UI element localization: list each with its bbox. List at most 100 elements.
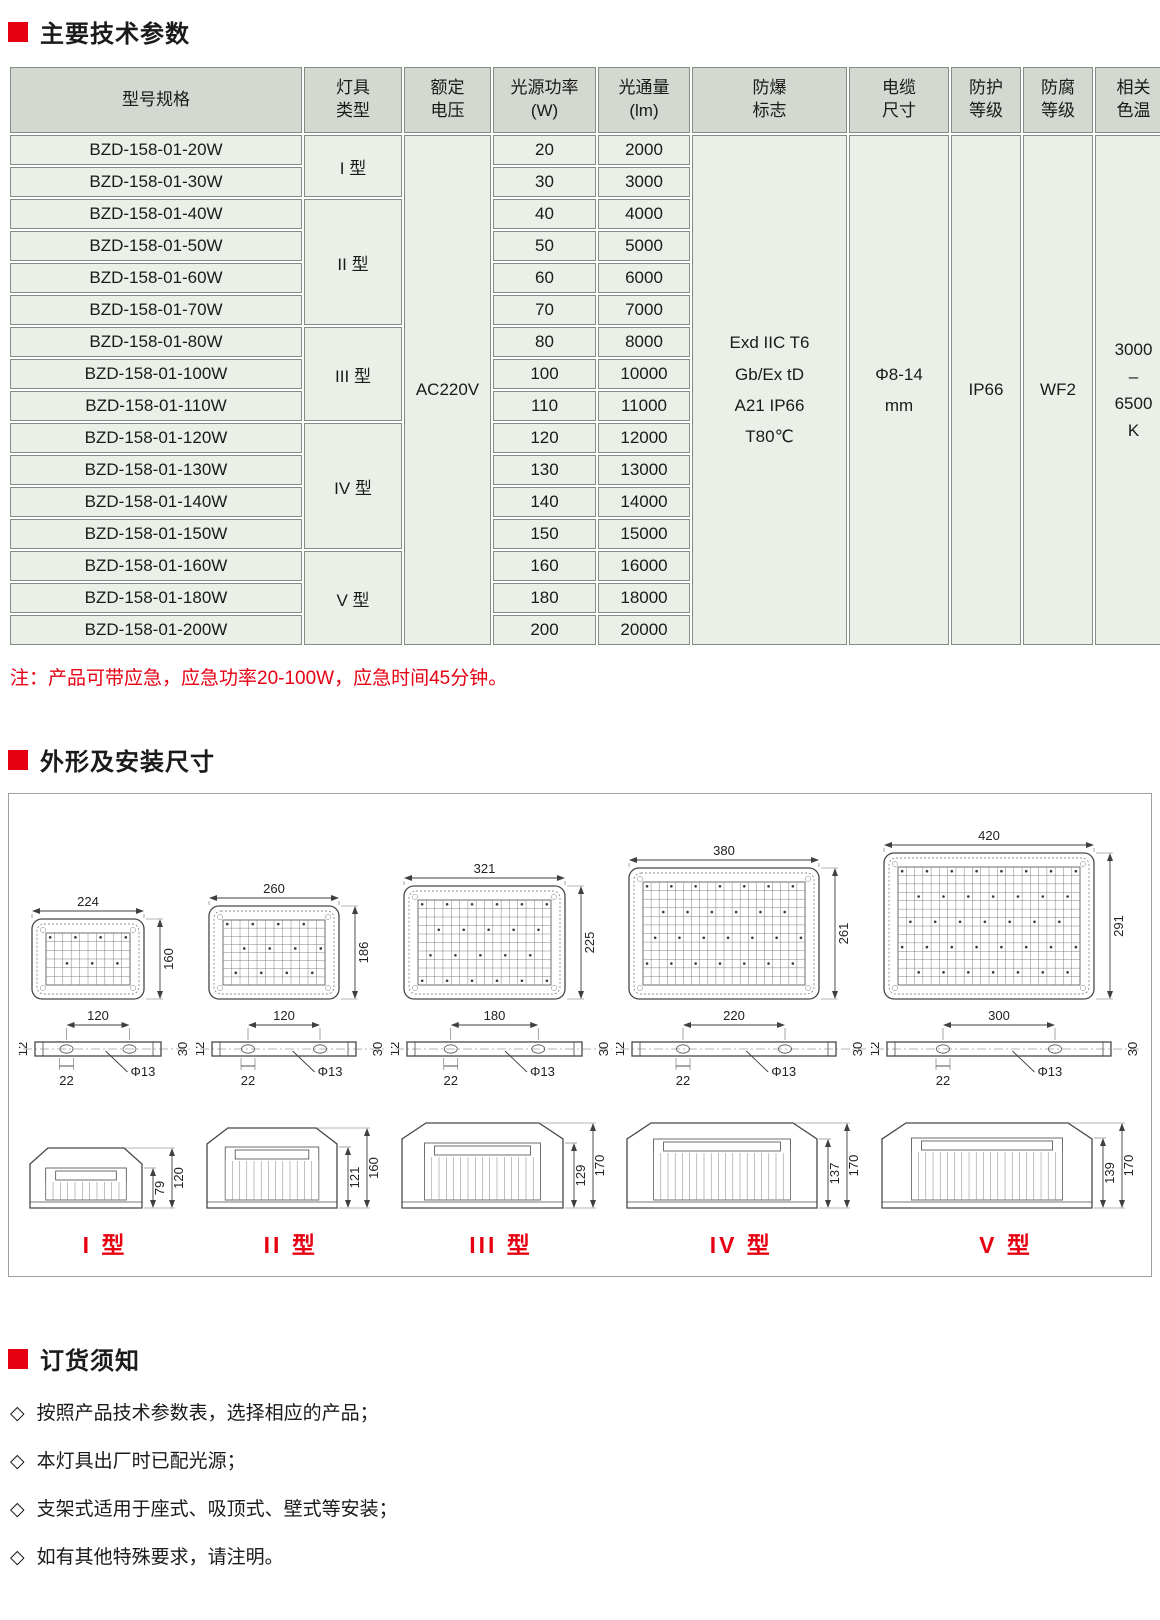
power-cell: 120	[493, 423, 596, 453]
explosion-mark-cell: Exd IIC T6 Gb/Ex tD A21 IP66 T80℃	[692, 135, 847, 645]
spec-table: 型号规格 灯具 类型 额定 电压 光源功率 (W) 光通量 (lm) 防爆 标志…	[8, 65, 1160, 647]
dimension-label: 12	[616, 1042, 627, 1056]
power-cell: 20	[493, 135, 596, 165]
dimension-label: 12	[196, 1042, 207, 1056]
table-header-row: 型号规格 灯具 类型 额定 电压 光源功率 (W) 光通量 (lm) 防爆 标志…	[10, 67, 1160, 133]
table-row: BZD-158-01-160W V 型 160 16000	[10, 551, 1160, 645]
side-view: 129 170	[396, 1092, 607, 1214]
power-cell: 50	[493, 231, 596, 261]
power-cell: 200	[493, 615, 596, 645]
power-cell: 160	[493, 551, 596, 581]
section-ordering-title: 订货须知	[8, 1341, 1152, 1376]
table-row: BZD-158-01-120W IV 型 120 12000	[10, 423, 1160, 549]
type-label: V 型	[979, 1232, 1033, 1258]
dimension-label: 225	[582, 932, 597, 954]
model-cell: BZD-158-01-60W	[10, 263, 302, 293]
list-item: ◇ 支架式适用于座式、吸顶式、壁式等安装；	[10, 1494, 1152, 1521]
flux-cell: 2000	[598, 135, 690, 165]
dimension-label: 224	[77, 894, 99, 909]
power-cell: 140	[493, 487, 596, 517]
front-view: 420 291	[876, 804, 1136, 1006]
dimension-label: Φ13	[1037, 1064, 1062, 1079]
protection-cell: IP66	[951, 135, 1021, 645]
flux-cell: 13000	[598, 455, 690, 485]
section-title-text: 主要技术参数	[40, 21, 190, 48]
dimension-label: 79	[152, 1181, 167, 1195]
dimension-label: Φ13	[131, 1064, 156, 1079]
side-view-drawing: 139 170	[881, 1122, 1136, 1209]
emergency-note: 注：产品可带应急，应急功率20-100W，应急时间45分钟。	[10, 668, 508, 689]
type-cell: III 型	[304, 327, 402, 421]
dimension-label: 300	[988, 1009, 1010, 1023]
model-cell: BZD-158-01-180W	[10, 583, 302, 613]
table-row: BZD-158-01-60W 60 6000	[10, 263, 1160, 293]
side-view-drawing: 121 160	[206, 1127, 381, 1209]
dimension-label: 180	[483, 1009, 505, 1023]
diamond-bullet-icon: ◇	[10, 1403, 25, 1424]
dimension-label: 12	[871, 1042, 882, 1056]
lamp-figure: 420 291 300 12 22 Φ13 30 139 170 V 型	[871, 804, 1141, 1276]
dimension-label: 12	[391, 1042, 402, 1056]
side-view: 139 170	[876, 1092, 1136, 1214]
list-item: ◇ 如有其他特殊要求，请注明。	[10, 1542, 1152, 1569]
flux-cell: 18000	[598, 583, 690, 613]
side-view: 137 170	[621, 1092, 861, 1214]
dimension-label: 120	[87, 1009, 109, 1023]
table-row: BZD-158-01-50W 50 5000	[10, 231, 1160, 261]
front-view: 260 186	[201, 804, 381, 1006]
lamp-figure: 380 261 220 12 22 Φ13 30 137 170 IV 型	[616, 804, 867, 1276]
section-marker-icon	[8, 749, 28, 770]
dimension-label: 30	[596, 1042, 611, 1056]
model-cell: BZD-158-01-110W	[10, 391, 302, 421]
dimension-label: 30	[1125, 1042, 1140, 1056]
flux-cell: 20000	[598, 615, 690, 645]
model-cell: BZD-158-01-30W	[10, 167, 302, 197]
cable-size-cell: Φ8-14 mm	[849, 135, 949, 645]
model-cell: BZD-158-01-200W	[10, 615, 302, 645]
dimension-label: Φ13	[530, 1064, 555, 1079]
dimension-label: 22	[676, 1073, 690, 1088]
model-cell: BZD-158-01-70W	[10, 295, 302, 325]
table-row: BZD-158-01-200W 200 20000	[10, 615, 1160, 645]
model-cell: BZD-158-01-130W	[10, 455, 302, 485]
table-row: BZD-158-01-20W I 型 AC220V 20 2000 Exd IIC T6 …	[10, 135, 1160, 645]
section-marker-icon	[8, 21, 28, 42]
flux-cell: 8000	[598, 327, 690, 357]
front-view: 224 160	[24, 804, 186, 1006]
ordering-notes-list: ◇ 按照产品技术参数表，选择相应的产品； ◇ 本灯具出厂时已配光源； ◇ 支架式适用于…	[8, 1398, 1152, 1569]
power-cell: 110	[493, 391, 596, 421]
lamp-figure: 321 225 180 12 22 Φ13 30 129 170 III 型	[391, 804, 612, 1276]
flux-cell: 7000	[598, 295, 690, 325]
dimension-label: 22	[443, 1073, 457, 1088]
side-view-drawing: 137 170	[626, 1122, 861, 1209]
dimension-label: 30	[370, 1042, 385, 1056]
model-cell: BZD-158-01-150W	[10, 519, 302, 549]
flux-cell: 4000	[598, 199, 690, 229]
dimension-label: 321	[473, 861, 495, 876]
type-cell: V 型	[304, 551, 402, 645]
table-row: BZD-158-01-70W 70 7000	[10, 295, 1160, 325]
dimension-label: 121	[347, 1167, 362, 1189]
dimension-label: 380	[713, 843, 735, 858]
lamp-figure: 260 186 120 12 22 Φ13 30 121 160 II 型	[196, 804, 386, 1276]
section-main-params-title: 主要技术参数	[8, 14, 1152, 49]
table-row: BZD-158-01-180W 180 18000	[10, 583, 1160, 613]
dimension-label: 260	[263, 881, 285, 896]
front-view-drawing: 224 160	[31, 894, 176, 1000]
flux-cell: 6000	[598, 263, 690, 293]
dimension-label: 291	[1111, 915, 1126, 937]
dimension-label: 30	[850, 1042, 865, 1056]
front-view-drawing: 380 261	[628, 843, 851, 1000]
dimension-label: 137	[827, 1163, 842, 1185]
ordering-item-text: 按照产品技术参数表，选择相应的产品；	[36, 1403, 379, 1424]
col-header-model: 型号规格	[10, 67, 302, 133]
type-cell: IV 型	[304, 423, 402, 549]
power-cell: 100	[493, 359, 596, 389]
model-cell: BZD-158-01-80W	[10, 327, 302, 357]
dimension-label: 22	[936, 1073, 950, 1088]
col-header-power: 光源功率 (W)	[493, 67, 596, 133]
bracket-view-drawing: 120 12 22 Φ13 30	[196, 1009, 386, 1088]
list-item: ◇ 本灯具出厂时已配光源；	[10, 1446, 1152, 1473]
section-title-text: 外形及安装尺寸	[40, 749, 215, 776]
